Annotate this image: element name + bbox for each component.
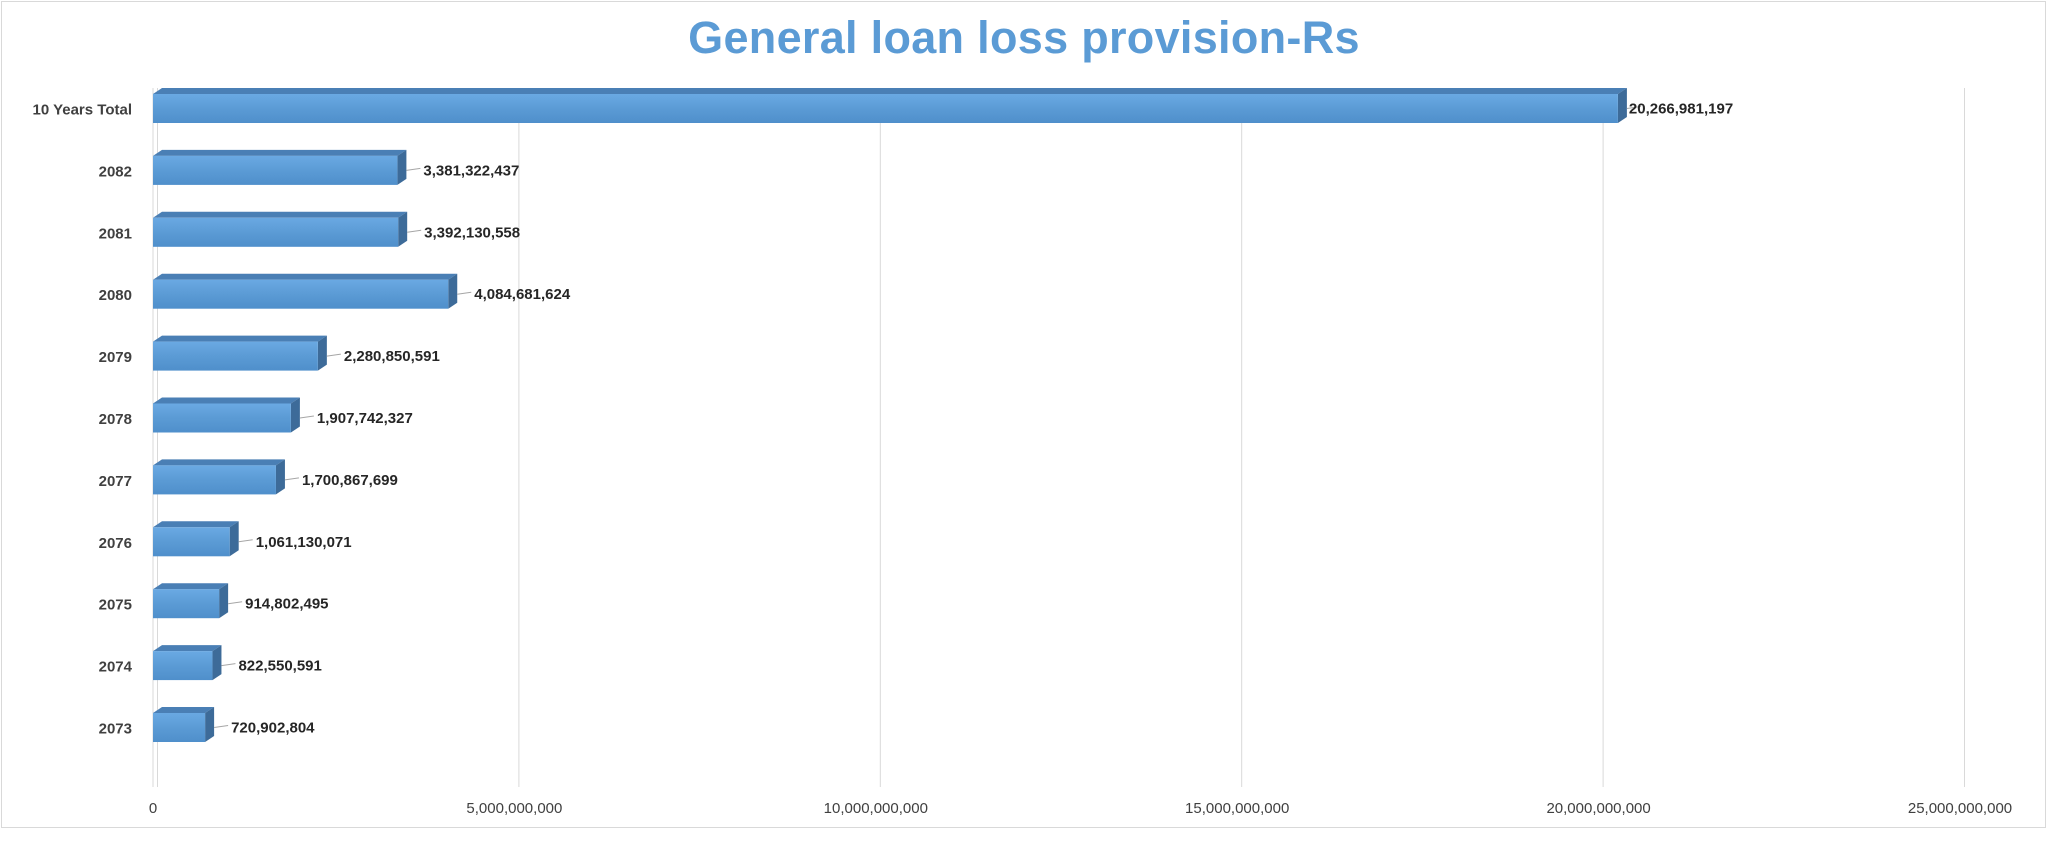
category-label: 2077 [99,473,132,490]
label-leader [238,539,253,543]
data-label: 4,084,681,624 [474,286,571,303]
bar: 20,266,981,197 [153,88,1733,123]
bar-front-face [153,217,399,247]
data-label: 914,802,495 [245,596,328,613]
label-leader [406,167,421,171]
x-tick-label: 20,000,000,000 [1546,800,1650,817]
bar: 1,907,742,327 [153,397,413,433]
x-tick-label: 25,000,000,000 [1908,800,2012,817]
data-label: 1,700,867,699 [302,472,398,489]
label-leader [284,477,300,481]
gridlines [152,88,1965,787]
category-axis: 10 Years Total 2082 2081 2080 2079 2078 2077 20… [32,102,132,738]
bar-side-face [448,273,458,309]
category-label: 2074 [99,659,133,676]
bar-side-face [205,707,215,742]
bar-top-face [153,707,215,713]
bar-side-face [290,397,300,433]
category-label: 2075 [99,597,132,614]
label-leader [457,291,472,295]
label-leader [228,601,243,605]
bar-side-face [275,459,285,495]
bar-front-face [153,155,398,185]
bar-top-face [153,335,327,342]
bar-top-face [153,149,407,156]
bar-top-face [153,459,285,466]
bar-side-face [219,583,229,619]
data-label: 3,392,130,558 [424,224,520,241]
data-label: 3,381,322,437 [423,162,519,179]
bar: 1,061,130,071 [153,521,352,557]
chart-title: General loan loss provision-Rs [688,12,1360,63]
bar-front-face [153,651,213,681]
bar-top-face [153,211,408,218]
category-label: 2079 [99,349,132,366]
bar: 822,550,591 [153,645,322,681]
category-label: 2082 [99,163,132,180]
bar-side-face [398,211,408,247]
data-label: 720,902,804 [231,719,315,736]
bar-top-face [153,88,1627,94]
bar-side-face [229,521,239,557]
data-label: 1,061,130,071 [256,534,352,551]
data-label: 822,550,591 [238,658,321,675]
label-leader [407,229,422,233]
label-leader [221,663,236,667]
bar-top-face [153,583,229,590]
bar: 2,280,850,591 [153,335,440,371]
bar-front-face [153,341,318,371]
x-tick-label: 5,000,000,000 [466,800,562,817]
bar-side-face [317,335,327,371]
bar-top-face [153,645,222,652]
x-tick-label: 15,000,000,000 [1185,800,1289,817]
bar-front-face [153,527,230,557]
category-label: 2081 [99,225,132,242]
bar: 4,084,681,624 [153,273,571,309]
value-axis: 0 5,000,000,000 10,000,000,000 15,000,000,0… [149,800,2012,817]
category-label: 2076 [99,535,132,552]
bar-front-face [153,713,206,742]
category-label: 2073 [99,721,132,738]
bar-front-face [153,465,276,495]
bar-front-face [153,589,220,619]
bar-top-face [153,397,300,404]
label-leader [1626,106,1641,109]
category-label: 10 Years Total [32,102,132,119]
category-label: 2080 [99,287,132,304]
x-tick-label: 10,000,000,000 [824,800,928,817]
bar: 3,392,130,558 [153,211,520,247]
data-label: 1,907,742,327 [317,410,413,427]
data-label: 2,280,850,591 [344,348,440,365]
label-leader [326,353,341,357]
bar-side-face [1617,88,1627,123]
bar: 914,802,495 [153,583,329,619]
x-tick-label: 0 [149,800,157,817]
bar-front-face [153,279,449,309]
bar-side-face [397,149,407,185]
bar: 3,381,322,437 [153,149,519,185]
bar-front-face [153,403,291,433]
bar: 1,700,867,699 [153,459,398,495]
bar-front-face [153,94,1618,123]
category-label: 2078 [99,411,132,428]
bars: 20,266,981,197 3,381,322,437 3,392,130,558… [153,88,1733,742]
bar: 720,902,804 [153,707,315,742]
bar-side-face [212,645,222,681]
bar-top-face [153,273,458,280]
bar-top-face [153,521,239,528]
chart-frame [1,1,2046,828]
label-leader [299,415,314,419]
label-leader [214,725,229,728]
data-label: 20,266,981,197 [1629,100,1733,117]
